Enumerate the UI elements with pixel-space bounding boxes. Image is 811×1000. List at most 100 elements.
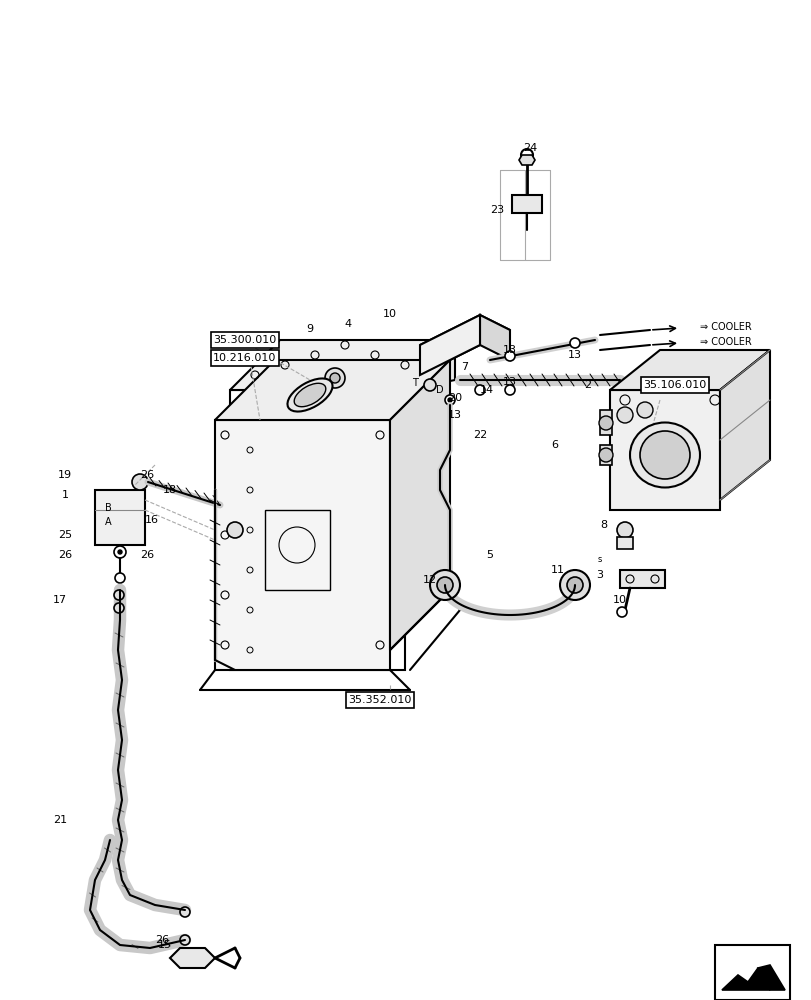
Text: 1: 1 (62, 490, 68, 500)
Circle shape (115, 573, 125, 583)
Text: 15: 15 (158, 940, 172, 950)
Polygon shape (405, 340, 454, 390)
Bar (714, 945, 789, 1000)
Polygon shape (609, 350, 769, 390)
Text: 2: 2 (584, 380, 591, 390)
Text: 5: 5 (486, 550, 493, 560)
Text: 19: 19 (58, 470, 72, 480)
Polygon shape (389, 360, 449, 650)
Text: B: B (105, 503, 111, 513)
Text: 13: 13 (448, 410, 461, 420)
Circle shape (436, 577, 453, 593)
Polygon shape (169, 948, 215, 968)
Circle shape (180, 935, 190, 945)
Text: 26: 26 (139, 470, 154, 480)
Text: 26: 26 (155, 935, 169, 945)
Text: A: A (105, 517, 111, 527)
Circle shape (324, 368, 345, 388)
Circle shape (521, 149, 532, 161)
Polygon shape (215, 420, 389, 670)
Circle shape (132, 474, 148, 490)
Circle shape (114, 590, 124, 600)
Text: 25: 25 (58, 530, 72, 540)
Polygon shape (215, 360, 449, 420)
Bar (264, 510, 329, 590)
Polygon shape (419, 315, 509, 360)
Circle shape (474, 385, 484, 395)
Circle shape (569, 338, 579, 348)
Text: 26: 26 (139, 550, 154, 560)
Ellipse shape (639, 431, 689, 479)
Text: 20: 20 (448, 393, 461, 403)
Text: 10: 10 (383, 309, 397, 319)
Circle shape (599, 448, 612, 462)
Text: 21: 21 (53, 815, 67, 825)
Polygon shape (609, 390, 719, 510)
Circle shape (504, 385, 514, 395)
Text: 10.216.010: 10.216.010 (213, 353, 277, 363)
Polygon shape (230, 340, 454, 390)
Text: 3: 3 (596, 570, 603, 580)
Circle shape (114, 603, 124, 613)
Circle shape (423, 379, 436, 391)
Text: 11: 11 (551, 565, 564, 575)
Text: ⇒ COOLER: ⇒ COOLER (699, 322, 751, 332)
Text: D: D (436, 385, 444, 395)
Circle shape (599, 416, 612, 430)
Text: 35.352.010: 35.352.010 (348, 695, 411, 705)
Text: 12: 12 (423, 575, 436, 585)
Ellipse shape (294, 383, 325, 407)
Polygon shape (757, 965, 784, 990)
Circle shape (329, 373, 340, 383)
Text: ⇒ COOLER: ⇒ COOLER (699, 337, 751, 347)
Circle shape (227, 522, 242, 538)
Bar (230, 390, 405, 670)
Text: 8: 8 (599, 520, 607, 530)
Bar (620, 570, 664, 588)
Text: 35.300.010: 35.300.010 (213, 335, 277, 345)
Circle shape (430, 570, 460, 600)
Circle shape (504, 351, 514, 361)
Text: T: T (411, 378, 418, 388)
Circle shape (616, 407, 633, 423)
Text: s: s (597, 556, 602, 564)
Ellipse shape (287, 378, 333, 412)
Polygon shape (518, 155, 534, 165)
Text: 35.106.010: 35.106.010 (642, 380, 706, 390)
Circle shape (448, 398, 452, 402)
Text: 13: 13 (502, 345, 517, 355)
Circle shape (118, 550, 122, 554)
Polygon shape (719, 350, 769, 500)
Text: 17: 17 (53, 595, 67, 605)
Text: 6: 6 (551, 440, 558, 450)
Text: 7: 7 (461, 362, 468, 372)
Text: 13: 13 (568, 350, 581, 360)
Bar (599, 410, 611, 435)
Polygon shape (419, 315, 479, 375)
Bar (95, 490, 145, 545)
Circle shape (180, 907, 190, 917)
Text: 14: 14 (479, 385, 493, 395)
Bar (616, 537, 633, 549)
Polygon shape (479, 315, 509, 360)
Polygon shape (721, 968, 769, 990)
Text: 4: 4 (344, 319, 351, 329)
Text: 18: 18 (163, 485, 177, 495)
Text: 24: 24 (522, 143, 536, 153)
Text: 22: 22 (472, 430, 487, 440)
Circle shape (560, 570, 590, 600)
Text: 26: 26 (58, 550, 72, 560)
Text: 23: 23 (489, 205, 504, 215)
Text: 10: 10 (612, 595, 626, 605)
Circle shape (566, 577, 582, 593)
Circle shape (444, 395, 454, 405)
Circle shape (636, 402, 652, 418)
Text: 9: 9 (306, 324, 313, 334)
Circle shape (616, 607, 626, 617)
Ellipse shape (629, 422, 699, 488)
Circle shape (114, 546, 126, 558)
Circle shape (616, 522, 633, 538)
Text: 13: 13 (502, 377, 517, 387)
Text: 16: 16 (145, 515, 159, 525)
Bar (512, 195, 541, 213)
